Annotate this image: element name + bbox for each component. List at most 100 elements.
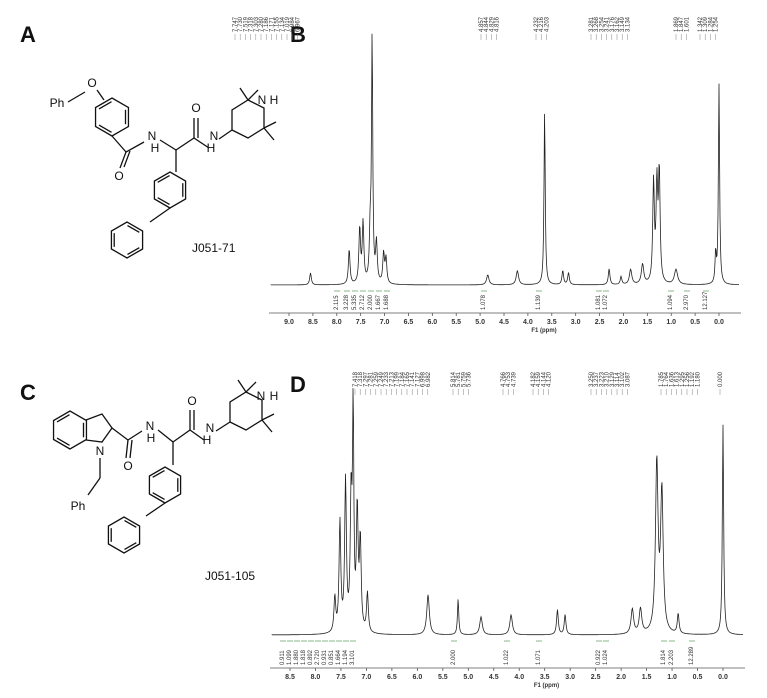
bond bbox=[56, 437, 70, 446]
bond bbox=[129, 439, 133, 459]
integral-label: 2.000 bbox=[368, 294, 374, 310]
integral-label: 3.101 bbox=[350, 649, 356, 665]
tick-label: 2.0 bbox=[619, 319, 629, 326]
peak-label: 7.297 bbox=[363, 371, 369, 387]
peak-label: 4.144 bbox=[541, 371, 547, 387]
tick-label: 5.0 bbox=[463, 674, 473, 681]
integral-label: 0.892 bbox=[308, 649, 314, 665]
peak-label: 1.309 bbox=[703, 16, 709, 32]
bond bbox=[263, 121, 277, 129]
peak-label: 3.162 bbox=[615, 16, 621, 32]
bond bbox=[125, 439, 129, 459]
peak-label: 3.241 bbox=[605, 16, 611, 32]
peak-label: 4.766 bbox=[501, 371, 507, 387]
atom-label: N bbox=[148, 129, 157, 143]
tick-label: 3.5 bbox=[547, 319, 557, 326]
bond bbox=[96, 89, 105, 101]
integral-label: 0.931 bbox=[322, 649, 328, 665]
peak-label: 7.199 bbox=[395, 371, 401, 387]
peak-label: 7.418 bbox=[353, 371, 359, 387]
peak-label: 3.281 bbox=[589, 16, 595, 32]
peak-label: 3.176 bbox=[610, 16, 616, 32]
peak-label: 6.982 bbox=[426, 371, 432, 387]
peak-label: 4.182 bbox=[531, 371, 537, 387]
tick-label: 1.5 bbox=[642, 319, 652, 326]
integral-label: 2.970 bbox=[684, 294, 690, 310]
atom-label: N bbox=[146, 419, 155, 433]
peak-label: 7.186 bbox=[264, 16, 270, 32]
peak-label: 7.303 bbox=[254, 16, 260, 32]
peak-label: 7.318 bbox=[249, 16, 255, 32]
panel-label: B bbox=[290, 22, 306, 47]
peak-label: 7.730 bbox=[238, 16, 244, 32]
tick-label: 8.5 bbox=[285, 674, 295, 681]
peak-label: 4.159 bbox=[536, 371, 542, 387]
integral-label: 1.818 bbox=[301, 649, 307, 665]
integral-label: 2.203 bbox=[669, 649, 675, 665]
bond bbox=[87, 477, 101, 496]
peak-label: 5.759 bbox=[461, 371, 467, 387]
bond bbox=[127, 430, 143, 441]
axis-label: F1 (ppm) bbox=[531, 328, 556, 334]
spectrum-trace bbox=[270, 33, 739, 286]
peak-label: 6.967 bbox=[295, 16, 301, 32]
peak-label: 7.184 bbox=[400, 371, 406, 387]
spectrum-trace bbox=[271, 388, 744, 636]
tick-label: 4.5 bbox=[499, 319, 509, 326]
compound-name: J051-105 bbox=[205, 569, 255, 583]
tick-label: 3.5 bbox=[540, 674, 550, 681]
peak-label: 1.601 bbox=[684, 16, 690, 32]
ring bbox=[52, 410, 88, 450]
peak-label: 3.268 bbox=[594, 16, 600, 32]
tick-label: 0.0 bbox=[718, 674, 728, 681]
peak-label: 4.753 bbox=[506, 371, 512, 387]
tick-label: 8.0 bbox=[311, 674, 321, 681]
tick-label: 6.5 bbox=[404, 319, 414, 326]
tick-label: 7.5 bbox=[356, 319, 366, 326]
bond bbox=[261, 419, 273, 433]
bond bbox=[152, 469, 165, 478]
peak-label: 4.120 bbox=[547, 371, 553, 387]
atom-label: N bbox=[210, 129, 219, 143]
tick-label: 4.0 bbox=[514, 674, 524, 681]
bond bbox=[119, 151, 127, 169]
tick-label: 4.5 bbox=[489, 674, 499, 681]
integral-label: 12.289 bbox=[689, 646, 695, 665]
peak-label: 7.213 bbox=[389, 371, 395, 387]
tick-label: 2.5 bbox=[591, 674, 601, 681]
peak-label: 7.318 bbox=[358, 371, 364, 387]
bond bbox=[218, 129, 233, 140]
peak-label: 1.254 bbox=[714, 16, 720, 32]
integral-label: 1.071 bbox=[536, 649, 542, 665]
peak-label: 7.249 bbox=[379, 371, 385, 387]
integral-label: 0.922 bbox=[596, 649, 602, 665]
bond bbox=[193, 137, 210, 149]
peak-label: 3.149 bbox=[620, 16, 626, 32]
peak-label: 1.869 bbox=[674, 16, 680, 32]
tick-label: 1.5 bbox=[642, 674, 652, 681]
peak-label: 5.736 bbox=[467, 371, 473, 387]
peak-label: 3.210 bbox=[605, 371, 611, 387]
axis-label: F1 (ppm) bbox=[534, 683, 559, 689]
tick-label: 5.0 bbox=[475, 319, 485, 326]
tick-label: 0.5 bbox=[690, 319, 700, 326]
atom-label: N bbox=[258, 93, 267, 107]
bond bbox=[67, 91, 86, 103]
peak-label: 7.165 bbox=[405, 371, 411, 387]
atom-label: N bbox=[96, 444, 105, 458]
bond bbox=[111, 427, 129, 441]
peak-label: 1.613 bbox=[675, 371, 681, 387]
integral-label: 12.127 bbox=[703, 291, 709, 310]
peak-label: 3.087 bbox=[625, 371, 631, 387]
bond bbox=[127, 247, 140, 256]
tick-label: 1.0 bbox=[666, 319, 676, 326]
bond bbox=[239, 87, 249, 101]
bond bbox=[98, 124, 112, 133]
integral-label: 1.139 bbox=[536, 294, 542, 310]
bond bbox=[237, 379, 247, 393]
peak-label: 1.192 bbox=[690, 371, 696, 387]
bond bbox=[189, 429, 205, 441]
tick-label: 8.5 bbox=[308, 319, 318, 326]
peak-label: 7.127 bbox=[415, 371, 421, 387]
atom-label: H bbox=[270, 93, 279, 107]
